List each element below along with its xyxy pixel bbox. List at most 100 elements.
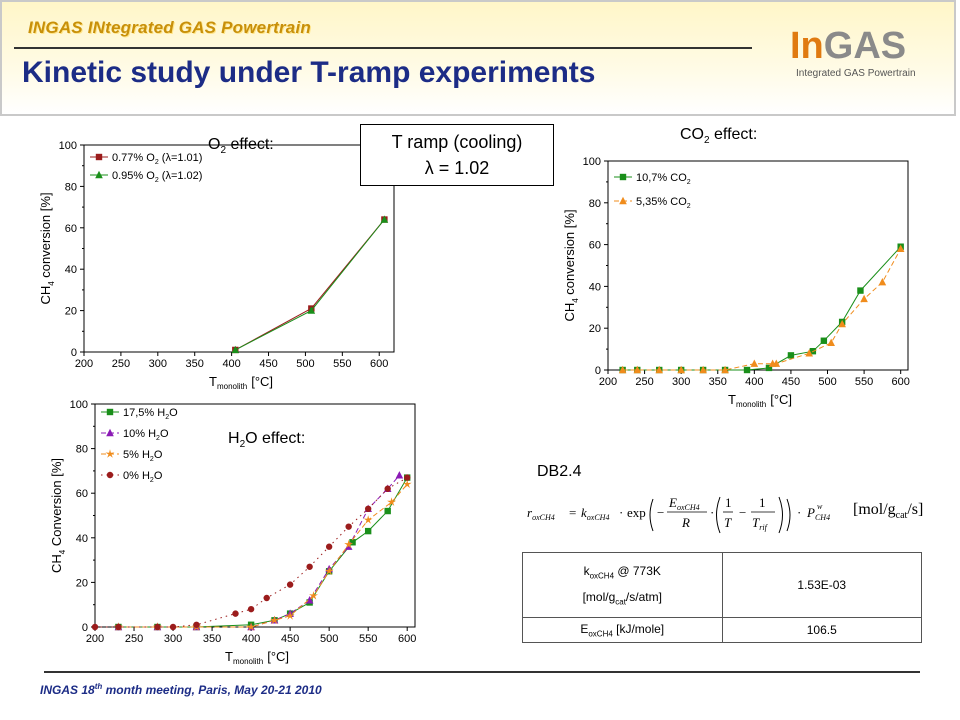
y-tick-label: 0: [82, 622, 88, 634]
y-tick-label: 0: [595, 365, 601, 377]
o2-series-line: [235, 219, 385, 351]
co2-data-point: [787, 352, 795, 359]
x-tick-label: 400: [242, 633, 260, 645]
co2-data-point: [633, 365, 642, 374]
o2-y-axis-label: CH4 conversion [%]: [38, 192, 56, 304]
co2-y-axis-label: CH4 conversion [%]: [562, 209, 580, 321]
o2-series-0: 0.77% O2 (λ=1.01): [90, 152, 388, 354]
table-cell-k-value: 1.53E-03: [721, 552, 922, 618]
h2o-effect-chart: 200 250 300 350 400 450 500 550 600 0 20 40 60 80 100 T…: [49, 399, 416, 666]
h2o-data-point: [349, 539, 356, 546]
h2o-data-point: [193, 621, 200, 628]
co2-data-point: [805, 349, 814, 357]
x-tick-label: 500: [320, 633, 338, 645]
o2-data-point: [307, 306, 316, 314]
y-tick-label: 80: [65, 181, 77, 193]
x-tick-label: 600: [398, 633, 416, 645]
o2-effect-label: O2 effect:: [208, 136, 274, 157]
svg-text:PCH4: PCH4: [806, 505, 830, 522]
h2o-data-point: [270, 615, 279, 625]
legend-marker: [106, 471, 114, 479]
o2-data-point: [231, 345, 240, 354]
x-tick-label: 250: [635, 376, 653, 388]
h2o-data-point: [364, 527, 372, 535]
t-ramp-box: T ramp (cooling) λ = 1.02: [360, 124, 554, 186]
svg-text:exp: exp: [627, 505, 646, 520]
h2o-y-axis-label: CH4 Conversion [%]: [49, 458, 67, 573]
y-tick-label: 60: [65, 223, 77, 235]
table-row: EoxCH4 [kJ/mole] 106.5: [522, 617, 922, 643]
y-tick-label: 60: [589, 240, 601, 252]
page-title: Kinetic study under T-ramp experiments: [22, 56, 596, 89]
x-tick-label: 600: [892, 376, 910, 388]
legend-label: 5,35% CO2: [636, 196, 691, 210]
rate-equation: roxCH4 = koxCH4 · exp − EoxCH4 R · 1 T −…: [527, 487, 947, 537]
h2o-data-point: [387, 497, 397, 506]
y-tick-label: 20: [589, 323, 601, 335]
x-tick-label: 450: [281, 633, 299, 645]
rate-unit: [mol/gcat/s]: [853, 501, 924, 522]
table-cell-k-label: koxCH4 @ 773K [mol/gcat/s/atm]: [522, 552, 723, 618]
co2-data-point: [721, 365, 729, 374]
project-name: INGAS INtegrated GAS Powertrain: [28, 18, 311, 37]
x-tick-label: 200: [599, 376, 617, 388]
x-tick-label: 350: [709, 376, 727, 388]
legend-marker: [619, 196, 627, 205]
logo-subtitle: Integrated GAS Powertrain: [796, 68, 916, 79]
h2o-data-point: [305, 596, 314, 604]
svg-text:1: 1: [759, 495, 766, 510]
y-tick-label: 80: [76, 444, 88, 456]
legend-label: 17,5% H2O: [123, 407, 178, 421]
x-tick-label: 250: [125, 633, 143, 645]
x-tick-label: 400: [745, 376, 763, 388]
svg-text:w: w: [817, 502, 823, 511]
x-tick-label: 550: [359, 633, 377, 645]
y-tick-label: 20: [65, 306, 77, 318]
t-ramp-line1: T ramp (cooling): [391, 132, 523, 152]
h2o-data-point: [263, 594, 270, 602]
h2o-data-point: [384, 507, 391, 515]
co2-data-point: [677, 365, 685, 374]
svg-text:=: =: [569, 505, 576, 520]
h2o-data-point: [325, 543, 333, 550]
ingas-logo: InGAS Integrated GAS Powertrain: [790, 26, 940, 86]
legend-marker: [106, 408, 114, 416]
co2-data-point: [655, 365, 664, 374]
legend-label: 0.77% O2 (λ=1.01): [112, 152, 202, 166]
x-tick-label: 600: [370, 358, 388, 370]
svg-text:EoxCH4: EoxCH4: [668, 495, 700, 512]
h2o-x-axis-label: Tmonolith [°C]: [225, 649, 289, 666]
h2o-data-point: [363, 515, 373, 524]
legend-marker: [106, 428, 114, 437]
x-tick-label: 550: [855, 376, 873, 388]
svg-text:T: T: [724, 515, 732, 530]
co2-data-point: [860, 294, 868, 303]
legend-label: 0.95% O2 (λ=1.02): [112, 170, 202, 184]
co2-series-line: [622, 246, 902, 371]
o2-series-line: [235, 219, 385, 351]
svg-text:koxCH4: koxCH4: [581, 505, 609, 522]
co2-data-point: [827, 338, 835, 347]
header-band: [0, 0, 956, 116]
co2-series-line: [622, 248, 902, 371]
rate-equation-formula: roxCH4 = koxCH4 · exp − EoxCH4 R · 1 T −…: [527, 495, 830, 534]
co2-data-point: [618, 365, 627, 374]
x-tick-label: 350: [186, 358, 204, 370]
t-ramp-line2: λ = 1.02: [424, 158, 490, 178]
o2-x-axis-label: Tmonolith [°C]: [209, 374, 273, 391]
y-tick-label: 80: [589, 198, 601, 210]
co2-data-point: [699, 365, 707, 374]
svg-text:·: ·: [797, 505, 801, 520]
co2-data-point: [750, 359, 759, 367]
kinetic-parameters-table: koxCH4 @ 773K [mol/gcat/s/atm] 1.53E-03 …: [522, 552, 922, 643]
h2o-effect-label: H2O effect:: [228, 430, 306, 451]
h2o-data-point: [285, 611, 295, 620]
co2-data-point: [743, 366, 751, 374]
x-tick-label: 200: [75, 358, 93, 370]
legend-label: 5% H2O: [123, 449, 163, 463]
co2-data-point: [878, 278, 887, 286]
h2o-data-point: [395, 471, 404, 479]
table-row: koxCH4 @ 773K [mol/gcat/s/atm] 1.53E-03: [522, 552, 922, 618]
co2-series-1: 5,35% CO2: [614, 196, 905, 374]
h2o-data-point: [232, 610, 239, 617]
